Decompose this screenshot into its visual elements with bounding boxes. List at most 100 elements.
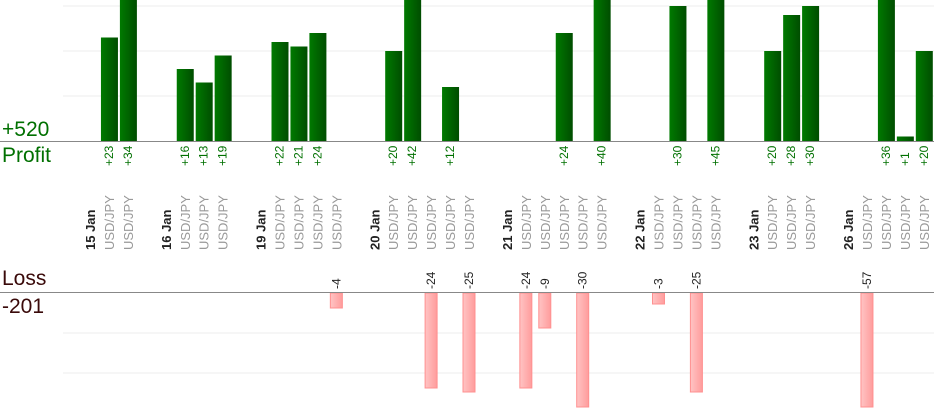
profit-bar — [442, 87, 460, 141]
profit-bar — [176, 69, 194, 141]
loss-bar — [329, 292, 343, 309]
pair-label: USD/JPY — [216, 195, 231, 250]
pair-label: USD/JPY — [803, 195, 818, 250]
profit-value-label: +42 — [405, 145, 419, 166]
profit-value-label: +16 — [178, 145, 192, 166]
pair-label: USD/JPY — [178, 195, 193, 250]
profit-bar — [385, 51, 403, 141]
loss-value-label: -24 — [519, 271, 533, 289]
profit-value-label: +34 — [121, 145, 135, 166]
pair-label: USD/JPY — [291, 195, 306, 250]
profit-label: Profit — [2, 144, 52, 167]
pair-label: USD/JPY — [670, 195, 685, 250]
profit-bar — [309, 33, 327, 141]
pair-label: USD/JPY — [765, 195, 780, 250]
pair-label: USD/JPY — [595, 195, 610, 250]
pair-label: USD/JPY — [121, 195, 136, 250]
profit-bar — [593, 0, 611, 141]
loss-value-label: -25 — [462, 271, 476, 289]
profit-value-label: +19 — [216, 145, 230, 166]
profit-value-label: +20 — [765, 145, 779, 166]
profit-bar — [764, 51, 782, 141]
date-label: 23 Jan — [746, 209, 761, 250]
loss-bar — [519, 292, 533, 389]
pair-label: USD/JPY — [424, 195, 439, 250]
profit-bar — [100, 37, 118, 141]
profit-bar — [271, 42, 289, 141]
profit-bar — [195, 82, 213, 141]
pair-label: USD/JPY — [329, 195, 344, 250]
pair-label: USD/JPY — [386, 195, 401, 250]
profit-value-label: +20 — [386, 145, 400, 166]
profit-value-label: +23 — [102, 145, 116, 166]
pair-label: USD/JPY — [538, 195, 553, 250]
loss-value-label: -30 — [576, 271, 590, 289]
loss-bar — [424, 292, 438, 389]
pair-label: USD/JPY — [652, 195, 667, 250]
loss-value-label: -24 — [424, 271, 438, 289]
profit-bar — [404, 0, 422, 141]
pair-label: USD/JPY — [917, 195, 932, 250]
pair-label: USD/JPY — [576, 195, 591, 250]
profit-value-label: +40 — [595, 145, 609, 166]
profit-value-label: +22 — [273, 145, 287, 166]
profit-bar — [915, 51, 933, 141]
date-label: 21 Jan — [500, 209, 515, 250]
pair-label: USD/JPY — [898, 195, 913, 250]
loss-bar — [652, 292, 665, 305]
loss-value-label: -9 — [538, 278, 552, 289]
profit-bar — [214, 55, 232, 141]
date-label: 19 Jan — [254, 209, 269, 250]
profit-total: +520 — [2, 118, 50, 141]
date-label: 20 Jan — [367, 209, 382, 250]
loss-label: Loss — [2, 267, 47, 290]
profit-value-label: +45 — [708, 145, 722, 166]
profit-bar — [877, 0, 895, 141]
profit-value-label: +21 — [291, 145, 305, 166]
profit-value-label: +24 — [557, 145, 571, 166]
pair-label: USD/JPY — [443, 195, 458, 250]
loss-bar — [689, 292, 703, 393]
pair-label: USD/JPY — [784, 195, 799, 250]
profit-value-label: +13 — [197, 145, 211, 166]
profit-bar — [896, 136, 914, 141]
loss-value-label: -25 — [689, 271, 703, 289]
profit-value-label: +28 — [784, 145, 798, 166]
pair-label: USD/JPY — [102, 195, 117, 250]
profit-bar — [707, 0, 725, 141]
pair-label: USD/JPY — [708, 195, 723, 250]
profit-bar — [802, 6, 820, 141]
loss-value-label: -4 — [329, 278, 343, 289]
pair-label: USD/JPY — [860, 195, 875, 250]
profit-value-label: +30 — [670, 145, 684, 166]
pair-label: USD/JPY — [879, 195, 894, 250]
date-label: 22 Jan — [633, 209, 648, 250]
profit-bar — [119, 0, 137, 141]
loss-bar — [860, 292, 874, 408]
profit-bar — [669, 6, 687, 141]
profit-bar — [290, 46, 308, 141]
pair-label: USD/JPY — [405, 195, 420, 250]
loss-bar — [462, 292, 476, 393]
loss-value-label: -3 — [652, 278, 666, 289]
profit-bar — [555, 33, 573, 141]
date-label: 15 Jan — [83, 209, 98, 250]
date-label: 26 Jan — [841, 209, 856, 250]
loss-bar — [538, 292, 552, 329]
pair-label: USD/JPY — [557, 195, 572, 250]
profit-value-label: +12 — [443, 145, 457, 166]
profit-value-label: +20 — [917, 145, 931, 166]
loss-bar — [576, 292, 590, 408]
pair-label: USD/JPY — [273, 195, 288, 250]
date-label: 16 Jan — [159, 209, 174, 250]
profit-value-label: +1 — [898, 152, 912, 166]
pair-label: USD/JPY — [310, 195, 325, 250]
loss-total: -201 — [2, 295, 45, 318]
pair-label: USD/JPY — [197, 195, 212, 250]
pair-label: USD/JPY — [462, 195, 477, 250]
profit-value-label: +36 — [879, 145, 893, 166]
pair-label: USD/JPY — [519, 195, 534, 250]
profit-value-label: +24 — [310, 145, 324, 166]
profit-value-label: +30 — [803, 145, 817, 166]
